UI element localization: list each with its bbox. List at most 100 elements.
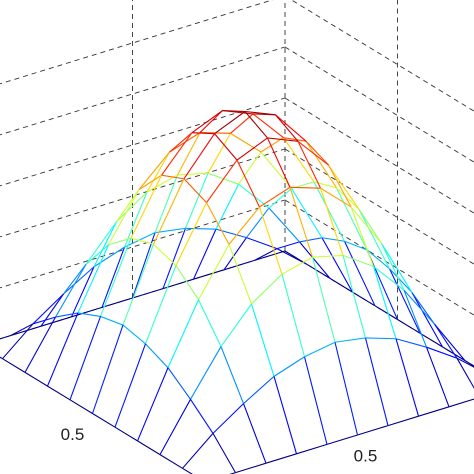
mesh-line xyxy=(305,140,329,166)
mesh-line xyxy=(214,111,246,135)
mesh-line xyxy=(303,356,328,445)
mesh-line xyxy=(456,357,474,389)
mesh-line xyxy=(235,462,267,474)
mesh-line xyxy=(167,367,191,400)
y-tick-label: 0.5 xyxy=(354,446,378,465)
mesh-line xyxy=(289,186,321,189)
mesh-line xyxy=(242,403,267,464)
mesh-line xyxy=(357,425,389,436)
mesh-line xyxy=(246,237,278,250)
mesh-line xyxy=(389,268,421,334)
mesh-line xyxy=(85,221,117,265)
mesh-line xyxy=(206,159,238,203)
mesh-line xyxy=(228,244,253,305)
mesh-line xyxy=(177,172,209,176)
mesh-line xyxy=(77,244,110,314)
mesh-line xyxy=(328,164,360,210)
mesh-line xyxy=(220,303,252,347)
mesh-line xyxy=(122,244,155,326)
mesh-line xyxy=(223,259,255,271)
z-grid-line xyxy=(290,0,474,112)
mesh-line xyxy=(47,385,71,401)
mesh-line xyxy=(326,434,358,445)
mesh-line xyxy=(418,406,450,417)
mesh-line xyxy=(358,208,390,269)
mesh-line xyxy=(236,137,268,161)
mesh-line xyxy=(246,207,270,238)
mesh-line xyxy=(215,228,247,239)
mesh-line xyxy=(350,206,375,267)
mesh-line xyxy=(291,188,323,239)
mesh-line xyxy=(131,232,156,299)
mesh-line xyxy=(334,337,366,343)
mesh-line xyxy=(358,208,382,244)
mesh-line xyxy=(159,399,191,455)
mesh-line xyxy=(93,246,125,268)
mesh-line xyxy=(411,292,443,348)
mesh-line xyxy=(321,237,353,293)
mesh-line xyxy=(10,323,34,337)
mesh-line xyxy=(373,265,405,291)
mesh-line xyxy=(260,151,292,189)
mesh-line xyxy=(297,141,321,189)
mesh-line xyxy=(334,342,359,436)
mesh-line xyxy=(190,398,214,434)
mesh-line xyxy=(91,324,124,414)
mesh-line xyxy=(456,357,474,368)
mesh-line xyxy=(55,312,79,318)
mesh-line xyxy=(108,237,132,246)
x-tick-label: 0.5 xyxy=(61,425,85,444)
mesh-line xyxy=(138,151,170,190)
mesh-line xyxy=(177,132,201,176)
mesh-line xyxy=(268,207,300,243)
mesh-line xyxy=(159,454,183,469)
mesh-line xyxy=(268,188,292,209)
mesh-line xyxy=(24,371,48,387)
mesh-line xyxy=(10,325,42,337)
mesh-line xyxy=(311,257,336,343)
mesh-line xyxy=(258,206,283,275)
mesh-line xyxy=(206,202,230,245)
mesh-line xyxy=(161,132,193,176)
mesh-line xyxy=(254,250,286,261)
mesh-line xyxy=(132,288,164,299)
mesh-line xyxy=(312,254,344,258)
mesh-line xyxy=(307,264,331,279)
z-grid-line xyxy=(284,46,474,163)
z-grid-line xyxy=(0,0,274,85)
mesh-line xyxy=(146,174,178,193)
mesh-line xyxy=(192,228,217,280)
mesh-line xyxy=(137,440,161,456)
mesh-line xyxy=(92,413,116,428)
mesh-line xyxy=(154,174,179,233)
mesh-line xyxy=(425,347,450,407)
mesh-line xyxy=(162,228,187,289)
mesh-line xyxy=(238,151,262,185)
mesh-line xyxy=(0,356,3,360)
mesh-line xyxy=(266,137,291,188)
mesh-line xyxy=(381,243,405,291)
mesh-line xyxy=(138,174,162,191)
mesh-line xyxy=(124,232,156,248)
mesh-line xyxy=(276,248,308,266)
mesh-line xyxy=(350,206,382,244)
mesh-line xyxy=(191,110,223,134)
mesh-line xyxy=(182,467,193,474)
mesh-line xyxy=(220,346,245,404)
mesh-line xyxy=(464,360,474,367)
mesh-line xyxy=(275,114,307,142)
mesh-line xyxy=(185,227,217,230)
mesh-line xyxy=(198,299,222,347)
mesh-line xyxy=(228,206,260,245)
mesh-line xyxy=(419,332,443,348)
mesh-line xyxy=(40,316,72,327)
mesh-line xyxy=(289,187,314,258)
mesh-line xyxy=(85,244,109,265)
mesh-line xyxy=(236,159,260,208)
mesh-line xyxy=(70,266,95,318)
mesh-line xyxy=(0,335,11,340)
z-grid-line xyxy=(0,46,286,136)
mesh-line xyxy=(259,186,291,208)
mesh-line xyxy=(116,189,140,223)
mesh-line xyxy=(448,398,474,408)
